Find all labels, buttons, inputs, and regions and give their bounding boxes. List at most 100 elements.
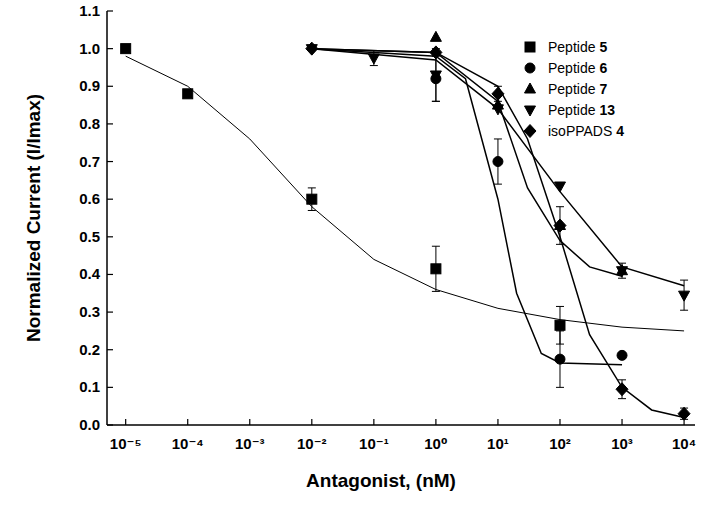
x-tick: [125, 419, 126, 425]
y-tick: [107, 10, 113, 11]
x-tick-label: 10²: [549, 435, 571, 452]
data-point: [492, 105, 503, 115]
y-tick-label: 1.1: [79, 2, 100, 19]
y-tick: [107, 387, 113, 388]
legend-label: Peptide 13: [548, 102, 615, 118]
legend-label: Peptide 6: [548, 60, 607, 76]
legend-label-text: Peptide: [548, 60, 599, 76]
x-tick: [497, 419, 498, 425]
y-tick-label: 0.2: [79, 341, 100, 358]
legend-marker: [525, 42, 535, 52]
y-tick-label: 0.6: [79, 190, 100, 207]
legend-label: isoPPADS 4: [548, 123, 624, 139]
data-point: [617, 350, 627, 360]
x-axis-title: Antagonist, (nM): [306, 470, 456, 491]
y-tick-label: 0.1: [79, 378, 100, 395]
data-point: [431, 264, 441, 274]
chart: 0.0 0.1 0.2 0.3 0.4 0.5 0.6 0.7 0.8 0.9 1.0 1.1 10⁻⁵…: [0, 0, 703, 512]
y-tick: [107, 236, 113, 237]
data-point: [554, 182, 565, 192]
y-tick-label: 0.7: [79, 153, 100, 170]
data-point: [306, 42, 318, 55]
x-tick: [249, 419, 250, 425]
x-tick: [373, 419, 374, 425]
y-tick-label: 0.0: [79, 416, 100, 433]
plot-area: [121, 31, 690, 420]
data-point: [617, 267, 628, 277]
data-point: [183, 89, 193, 99]
legend-marker: [525, 63, 535, 73]
legend-label-number: 4: [616, 123, 624, 139]
y-axis-line: [106, 11, 108, 425]
y-tick-label: 0.8: [79, 115, 100, 132]
legend-label-text: Peptide: [548, 102, 599, 118]
data-point: [430, 31, 441, 41]
data-point: [492, 87, 504, 100]
x-tick-label: 10³: [611, 435, 633, 452]
data-point: [430, 71, 441, 81]
fit-curve: [126, 56, 684, 331]
x-tick: [621, 419, 622, 425]
y-tick: [107, 199, 113, 200]
y-tick-label: 0.9: [79, 77, 100, 94]
data-point: [121, 44, 131, 54]
y-axis-title: Normalized Current (I/Imax): [23, 94, 44, 342]
x-tick: [187, 419, 188, 425]
x-tick-label: 10⁻²: [297, 435, 327, 452]
legend-label: Peptide 7: [548, 81, 607, 97]
data-point: [430, 46, 442, 59]
data-point: [368, 54, 379, 64]
error-bar: [432, 246, 440, 291]
data-point: [616, 383, 628, 396]
legend-label-text: isoPPADS: [548, 123, 616, 139]
x-tick: [311, 419, 312, 425]
y-tick: [107, 48, 113, 49]
data-point: [493, 157, 503, 167]
fit-curve: [312, 49, 622, 277]
y-tick: [107, 123, 113, 124]
fit-curve: [312, 49, 622, 365]
fit-curve: [312, 49, 684, 286]
y-tick: [107, 161, 113, 162]
legend-label-number: 7: [599, 81, 607, 97]
legend-label-number: 5: [599, 39, 607, 55]
x-tick: [435, 419, 436, 425]
legend: Peptide 5Peptide 6Peptide 7Peptide 13iso…: [524, 39, 624, 139]
y-tick-label: 1.0: [79, 40, 100, 57]
data-point: [555, 320, 565, 330]
legend-label-text: Peptide: [548, 81, 599, 97]
y-tick: [107, 349, 113, 350]
y-tick-label: 0.3: [79, 303, 100, 320]
y-tick-label: 0.5: [79, 228, 100, 245]
fit-curve: [312, 49, 684, 418]
background: [0, 0, 703, 512]
error-bar: [556, 331, 564, 387]
x-tick-label: 10⁻¹: [359, 435, 389, 452]
legend-marker: [525, 106, 536, 116]
y-tick: [107, 424, 113, 425]
x-tick-label: 10⁰: [424, 435, 447, 452]
x-tick-label: 10⁻⁴: [172, 435, 204, 452]
x-tick-label: 10⁴: [672, 435, 696, 452]
x-tick-label: 10⁻⁵: [110, 435, 142, 452]
legend-label: Peptide 5: [548, 39, 607, 55]
data-point: [678, 407, 690, 420]
error-bar: [308, 188, 316, 211]
legend-marker: [525, 83, 536, 93]
x-axis-line: [107, 424, 695, 426]
data-point: [555, 354, 565, 364]
x-tick-label: 10¹: [487, 435, 509, 452]
data-point: [554, 219, 566, 232]
y-tick: [107, 311, 113, 312]
legend-label-number: 6: [599, 60, 607, 76]
y-tick: [107, 86, 113, 87]
x-tick: [559, 419, 560, 425]
data-point: [679, 291, 690, 301]
error-bar: [494, 139, 502, 184]
legend-marker: [524, 125, 536, 138]
x-tick-label: 10⁻³: [235, 435, 265, 452]
data-point: [307, 194, 317, 204]
legend-label-number: 13: [599, 102, 615, 118]
y-tick: [107, 274, 113, 275]
y-tick-label: 0.4: [79, 265, 101, 282]
